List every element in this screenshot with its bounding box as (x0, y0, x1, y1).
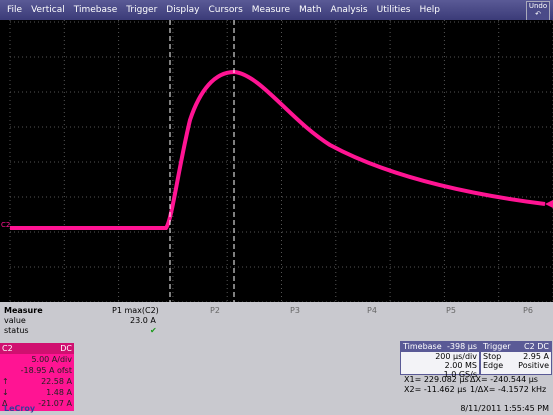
param-name: P1 max(C2) (112, 306, 159, 315)
channel-name: C2 (2, 344, 13, 353)
trigger-header: Trigger C2 DC (481, 342, 551, 352)
measure-label: status (4, 326, 29, 335)
grid (9, 20, 553, 302)
menu-item[interactable]: Timebase (73, 5, 118, 15)
cursor-value: X2= -11.462 µs (404, 385, 467, 394)
timebase-box[interactable]: Timebase -398 µs 200 µs/div 2.00 MS 1.0 GS/s (400, 341, 480, 379)
timebase-line: 1.0 GS/s (443, 370, 477, 379)
param-name: P4 (367, 306, 377, 315)
menu-bar: File Vertical Timebase Trigger Display Cursor… (0, 0, 553, 20)
channel-box[interactable]: C2 DC 5.00 A/div -18.95 A ofst ↑ 22.58 A ↓ 1.48… (0, 343, 74, 411)
channel-header: C2 DC (0, 343, 74, 354)
param-status: ✔ (150, 326, 157, 335)
channel-row: ↑ 22.58 A (0, 376, 74, 387)
screen-bg (0, 20, 553, 302)
trigger-box[interactable]: Trigger C2 DC Stop 2.95 A Edge Positive (480, 341, 552, 375)
row-value: 5.00 A/div (31, 355, 72, 364)
row-value: -21.07 A (38, 399, 72, 408)
menu-item[interactable]: Vertical (31, 5, 65, 15)
row-value: 22.58 A (41, 377, 72, 386)
param-name: P6 (523, 306, 533, 315)
menu-item[interactable]: Analysis (330, 5, 368, 15)
cursor-value: X1= 229.082 µs (404, 375, 469, 384)
param-name: P5 (446, 306, 456, 315)
trigger-line: 2.95 A (523, 352, 549, 361)
trigger-grid: Stop 2.95 A Edge Positive (481, 352, 551, 370)
timebase-line: 2.00 MS (444, 361, 477, 370)
cursor-value: 1/ΔX= -4.1572 kHz (470, 385, 547, 394)
param-name: P2 (210, 306, 220, 315)
timestamp: 8/11/2011 1:55:45 PM (460, 404, 549, 413)
menu-item[interactable]: Cursors (208, 5, 243, 15)
menu-item[interactable]: Help (419, 5, 441, 15)
menu-item[interactable]: Display (166, 5, 200, 15)
channel-row: -18.95 A ofst (0, 365, 74, 376)
channel-coupling: DC (60, 344, 72, 353)
menu-item[interactable]: Measure (251, 5, 291, 15)
param-name: P3 (290, 306, 300, 315)
channel-row: ↓ 1.48 A (0, 387, 74, 398)
trigger-line: Stop (483, 352, 502, 361)
trigger-source: C2 DC (524, 342, 549, 351)
waveform-display: C2 (0, 20, 553, 302)
row-value: 1.48 A (46, 388, 72, 397)
menu-item[interactable]: Math (299, 5, 322, 15)
trigger-title: Trigger (483, 342, 511, 351)
menu-item[interactable]: Utilities (376, 5, 411, 15)
measure-label: value (4, 316, 26, 325)
timebase-header: Timebase -398 µs (401, 342, 479, 352)
menu-item[interactable]: File (7, 5, 23, 15)
channel-row: 5.00 A/div (0, 354, 74, 365)
param-value: 23.0 A (130, 316, 156, 325)
trigger-line: Positive (518, 361, 549, 370)
undo-button[interactable]: Undo ↶ (526, 1, 550, 21)
trigger-marker (545, 200, 553, 208)
timebase-title: Timebase (403, 342, 442, 351)
menu-item[interactable]: Trigger (126, 5, 158, 15)
row-symbol: ↑ (2, 377, 9, 386)
undo-label: Undo (528, 2, 548, 10)
trace (10, 69, 546, 230)
channel-marker: C2 (1, 221, 10, 229)
cursor-value: ΔX= -240.544 µs (470, 375, 538, 384)
brand: LeCroy (4, 404, 36, 413)
channel-row: Δ -21.07 A (0, 398, 74, 409)
row-symbol: Δ (2, 399, 8, 408)
trigger-line: Edge (483, 361, 504, 370)
row-symbol: ↓ (2, 388, 9, 397)
measure-label: Measure (4, 306, 43, 315)
timebase-delay: -398 µs (447, 342, 477, 351)
timebase-line: 200 µs/div (435, 352, 477, 361)
row-value: -18.95 A ofst (20, 366, 72, 375)
